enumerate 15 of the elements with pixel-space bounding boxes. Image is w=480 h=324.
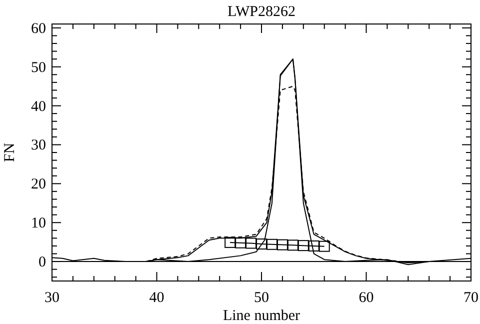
y-tick-label: 30	[31, 138, 46, 154]
y-tick-label: 50	[31, 60, 46, 76]
x-tick-label: 70	[464, 290, 478, 306]
y-tick-label: 60	[31, 20, 46, 37]
x-axis-title: Line number	[222, 308, 300, 324]
y-tick-label: 10	[31, 216, 46, 232]
y-tick-label: 40	[31, 98, 46, 115]
x-tick-label: 50	[254, 290, 269, 306]
chart-title: LWP28262	[227, 4, 296, 20]
y-tick-label: 0	[38, 254, 46, 271]
y-axis-title: FN	[2, 142, 18, 162]
x-tick-label: 60	[358, 290, 374, 306]
y-tick-label: 20	[31, 176, 46, 193]
x-tick-label: 40	[149, 290, 164, 306]
x-tick-label: 30	[44, 290, 60, 306]
